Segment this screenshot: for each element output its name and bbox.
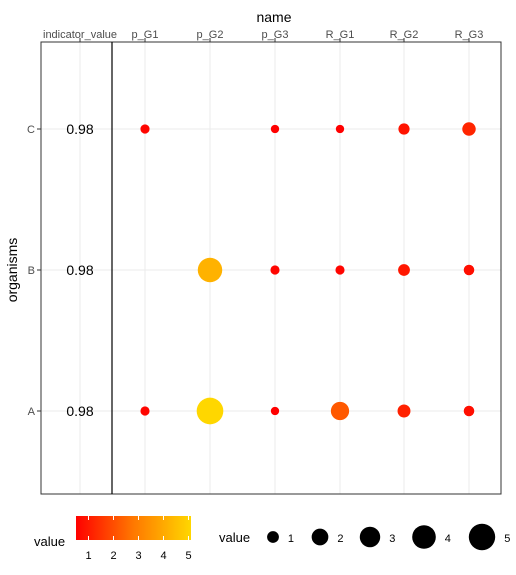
x-tick-label-p-g2: p_G2 xyxy=(197,29,224,41)
size-legend-label-4: 4 xyxy=(445,533,451,545)
size-legend-key-1 xyxy=(267,531,279,543)
y-axis: C B A xyxy=(27,124,41,418)
indicator-value-labels: 0.98 0.98 0.98 xyxy=(66,121,93,419)
size-legend-label-1: 1 xyxy=(288,533,294,545)
size-legend-key-3 xyxy=(359,526,381,548)
point-c-p-g1 xyxy=(140,124,150,134)
color-legend-label-4: 4 xyxy=(160,550,166,562)
data-points xyxy=(140,122,476,425)
point-c-r-g2 xyxy=(398,123,410,135)
y-tick-label-a: A xyxy=(28,406,36,418)
color-legend-bar xyxy=(76,516,191,540)
point-b-p-g2 xyxy=(197,257,223,283)
x-tick-label-p-g3: p_G3 xyxy=(262,29,289,41)
point-a-r-g2 xyxy=(397,404,411,418)
y-tick-label-c: C xyxy=(27,124,35,136)
point-c-r-g1 xyxy=(335,124,345,134)
point-a-r-g3 xyxy=(463,405,475,417)
size-legend-label-5: 5 xyxy=(504,533,510,545)
size-legend-title: value xyxy=(219,530,250,545)
x-axis: indicator_value p_G1 p_G2 p_G3 R_G1 R_G2 R_G3 xyxy=(43,29,483,42)
x-tick-label-r-g1: R_G1 xyxy=(326,29,355,41)
size-legend-label-2: 2 xyxy=(337,533,343,545)
color-legend-label-1: 1 xyxy=(85,550,91,562)
indicator-value-b: 0.98 xyxy=(66,262,93,278)
point-a-r-g1 xyxy=(330,401,350,421)
color-legend-title: value xyxy=(34,534,65,549)
point-c-p-g3 xyxy=(270,124,280,134)
point-a-p-g3 xyxy=(270,406,280,416)
size-legend: value 1 2 3 4 5 xyxy=(219,523,510,551)
x-tick-label-indicator-value: indicator_value xyxy=(43,29,117,41)
color-legend: value 1 2 3 4 5 xyxy=(34,516,192,562)
point-a-p-g1 xyxy=(140,406,150,416)
indicator-value-c: 0.98 xyxy=(66,121,93,137)
point-c-r-g3 xyxy=(462,122,476,136)
x-tick-label-r-g3: R_G3 xyxy=(455,29,484,41)
color-legend-label-2: 2 xyxy=(110,550,116,562)
x-axis-title: name xyxy=(256,9,291,25)
size-legend-key-4 xyxy=(412,525,436,549)
point-b-r-g1 xyxy=(335,265,345,275)
size-legend-key-5 xyxy=(468,523,496,551)
y-tick-label-b: B xyxy=(28,265,35,277)
x-tick-label-p-g1: p_G1 xyxy=(132,29,159,41)
color-legend-label-3: 3 xyxy=(135,550,141,562)
indicator-value-a: 0.98 xyxy=(66,403,93,419)
point-b-p-g3 xyxy=(270,265,280,275)
point-b-r-g3 xyxy=(463,264,475,276)
size-legend-label-3: 3 xyxy=(389,533,395,545)
y-axis-title: organisms xyxy=(4,238,20,303)
point-b-r-g2 xyxy=(398,264,410,276)
x-tick-label-r-g2: R_G2 xyxy=(390,29,419,41)
point-a-p-g2 xyxy=(196,397,224,425)
plot-panel-border xyxy=(40,41,502,495)
size-legend-key-2 xyxy=(311,528,329,546)
color-legend-label-5: 5 xyxy=(185,550,191,562)
